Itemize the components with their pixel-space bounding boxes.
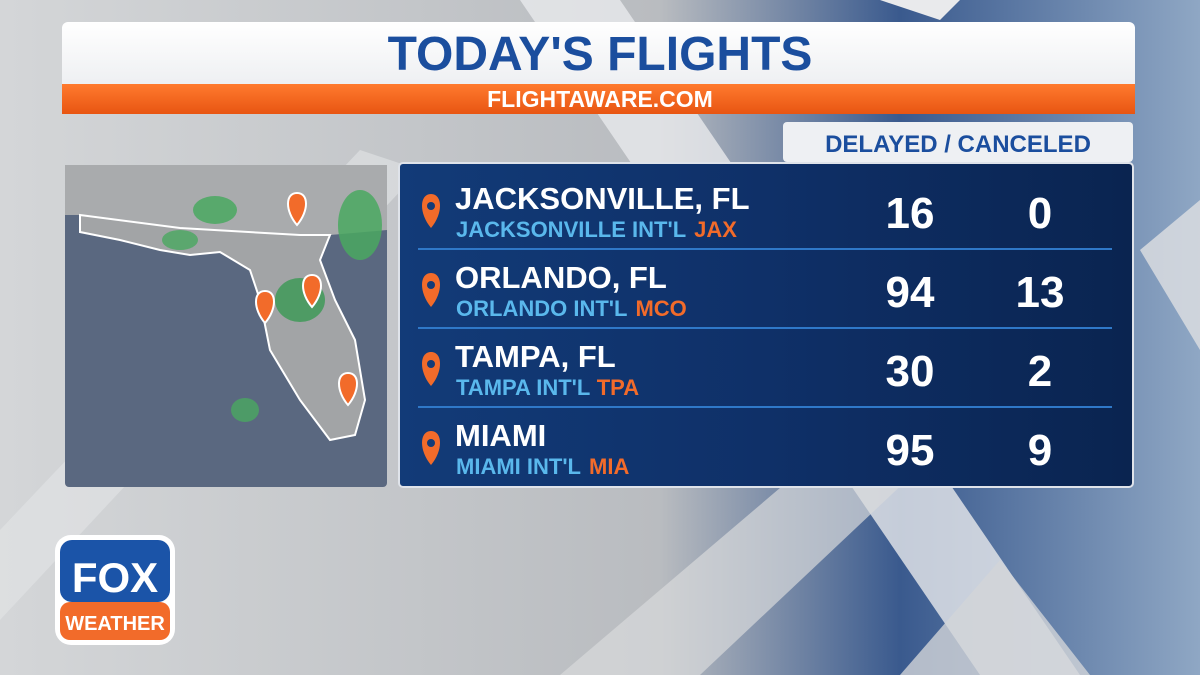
airport-code: TPA (597, 375, 639, 400)
location-pin (422, 273, 440, 307)
canceled-count: 2 (1028, 347, 1052, 396)
map-radar (231, 398, 259, 422)
background-stripe (1140, 200, 1200, 350)
canceled-count: 9 (1028, 426, 1052, 475)
airport-line: ORLANDO INT'L MCO (456, 296, 687, 321)
logo-top-text: FOX (72, 554, 158, 601)
airport-line: MIAMI INT'L MIA (456, 454, 629, 479)
map-florida (79, 213, 367, 442)
location-pin-hole (427, 360, 435, 368)
airport: JACKSONVILLE INT'L (456, 217, 686, 242)
location-pin-hole (427, 281, 435, 289)
location-pin (422, 431, 440, 465)
delayed-count: 95 (886, 426, 935, 475)
background-stripe (880, 0, 960, 20)
location-pin (422, 194, 440, 228)
logo: FOX WEATHER (55, 535, 175, 645)
airport-line: JACKSONVILLE INT'L JAX (456, 217, 737, 242)
source-bar (62, 84, 1135, 114)
location-pin-hole (427, 202, 435, 210)
map-radar (162, 230, 198, 250)
column-header: DELAYED / CANCELED (825, 131, 1091, 158)
map-pin (287, 191, 307, 227)
map-radar (338, 190, 382, 260)
delayed-count: 94 (886, 268, 935, 317)
location-pin-hole (427, 439, 435, 447)
airport: TAMPA INT'L (456, 375, 590, 400)
map-pin (255, 289, 275, 325)
city: JACKSONVILLE, FL (455, 181, 750, 216)
logo-top (60, 540, 170, 602)
location-pin (422, 352, 440, 386)
canceled-count: 0 (1028, 189, 1052, 238)
airport: ORLANDO INT'L (456, 296, 627, 321)
airport-code: JAX (694, 217, 737, 242)
delayed-count: 16 (886, 189, 935, 238)
city: ORLANDO, FL (455, 260, 667, 295)
city: MIAMI (455, 418, 546, 453)
airport: MIAMI INT'L (456, 454, 581, 479)
source: FLIGHTAWARE.COM (487, 86, 713, 112)
map (65, 165, 387, 487)
airport-code: MIA (589, 454, 629, 479)
canceled-count: 13 (1016, 268, 1065, 317)
title: TODAY'S FLIGHTS (388, 28, 813, 81)
delayed-count: 30 (886, 347, 935, 396)
column-header-tab (783, 122, 1133, 162)
city: TAMPA, FL (455, 339, 616, 374)
background-stripe (900, 560, 1090, 675)
airport-line: TAMPA INT'L TPA (456, 375, 639, 400)
map-pin (338, 371, 358, 407)
airport-code: MCO (635, 296, 686, 321)
logo-bottom-text: WEATHER (65, 613, 165, 635)
map-radar (193, 196, 237, 224)
map-pin (302, 273, 322, 309)
logo-bottom (60, 602, 170, 640)
